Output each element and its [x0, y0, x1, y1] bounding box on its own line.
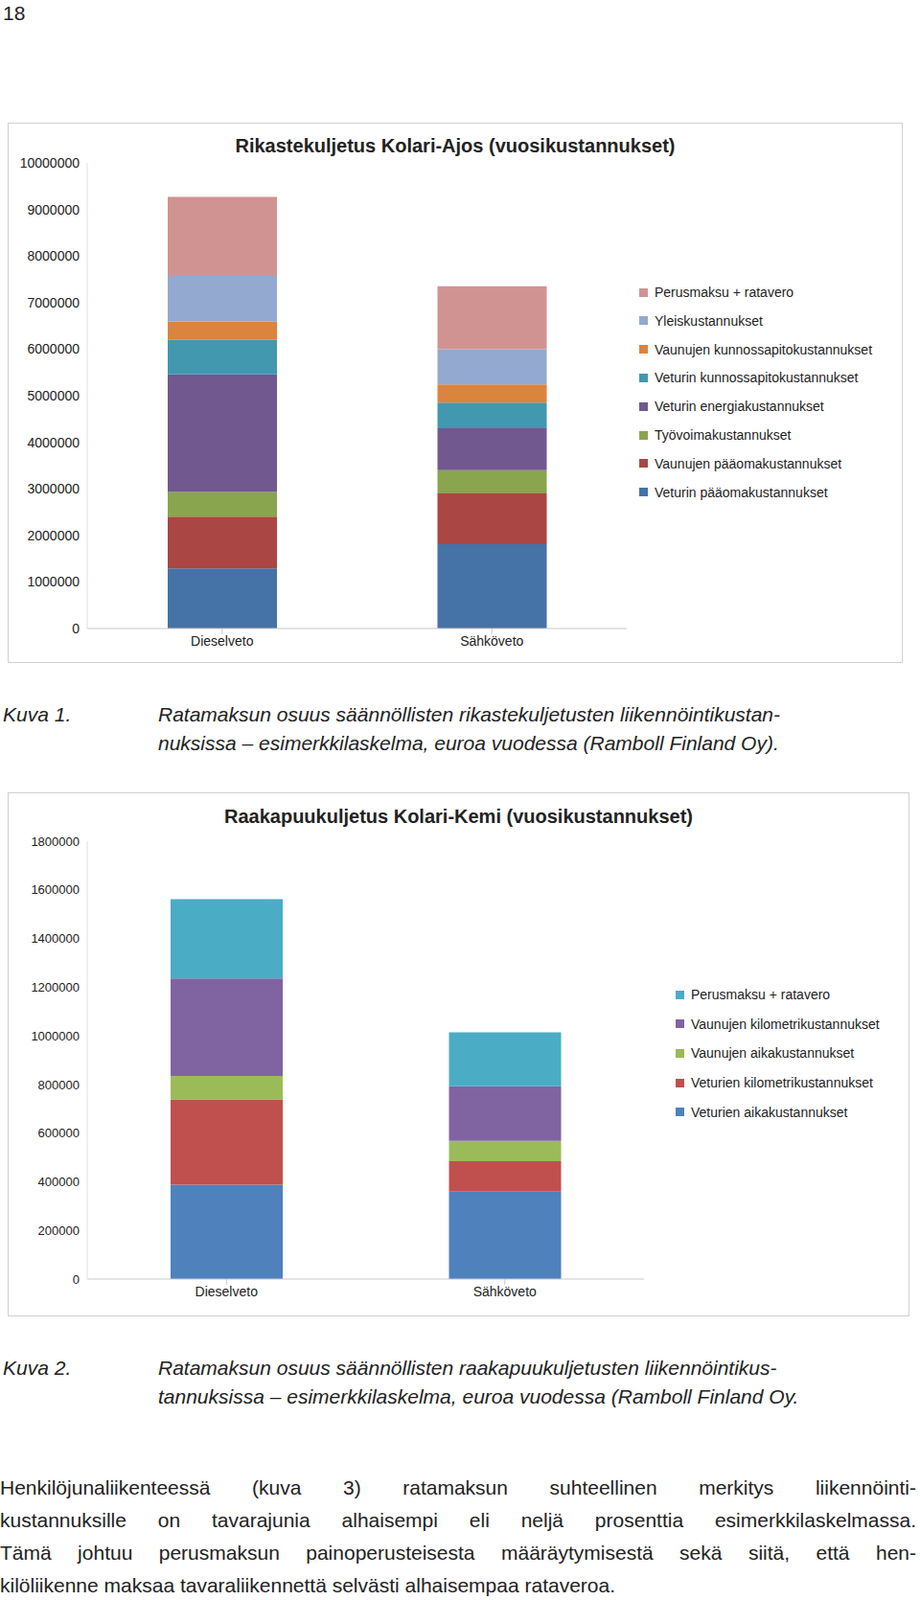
svg-text:1200000: 1200000: [30, 980, 80, 995]
html-text:Ratamaksun osuus säännöllisten: Ratamaksun osuus säännöllisten rikasteku…: [158, 703, 781, 726]
svg-text:5000000: 5000000: [26, 388, 80, 404]
html-text:Veturin kunnossapitokustannuks: Veturin kunnossapitokustannukset: [654, 370, 859, 386]
html-text:Ratamaksun osuus säännöllisten: Ratamaksun osuus säännöllisten raakapuuk…: [158, 1357, 777, 1380]
svg-text:8000000: 8000000: [26, 248, 80, 264]
svg-text:Sähköveto: Sähköveto: [460, 633, 524, 649]
svg-text:2000000: 2000000: [26, 528, 80, 544]
html-text:Veturien aikakustannukset: Veturien aikakustannukset: [690, 1104, 848, 1121]
html-text:Yleiskustannukset: Yleiskustannukset: [654, 313, 763, 329]
html-text:Perusmaksu + ratavero: Perusmaksu + ratavero: [654, 284, 794, 300]
html-text:Veturien kilometrikustannukset: Veturien kilometrikustannukset: [690, 1075, 873, 1091]
svg-text:200000: 200000: [38, 1223, 80, 1239]
svg-text:0: 0: [72, 1272, 80, 1288]
svg-text:7000000: 7000000: [26, 295, 80, 311]
svg-text:400000: 400000: [38, 1174, 80, 1190]
html-text:Henkilöjunaliikenteessä (kuva: Henkilöjunaliikenteessä (kuva 3) ratamak…: [0, 1476, 917, 1499]
svg-text:10000000: 10000000: [20, 155, 81, 171]
svg-text:1800000: 1800000: [30, 834, 80, 850]
html-text:tannuksissa – esimerkkilaskelm: tannuksissa – esimerkkilaskelma, euroa v…: [158, 1385, 799, 1408]
svg-text:9000000: 9000000: [26, 202, 80, 218]
html-text:Veturin pääomakustannukset: Veturin pääomakustannukset: [654, 484, 828, 500]
html-text:Tämä johtuu perusmaksun painop: Tämä johtuu perusmaksun painoperusteises…: [0, 1541, 917, 1564]
svg-text:Dieselveto: Dieselveto: [190, 633, 254, 649]
svg-text:6000000: 6000000: [26, 341, 80, 357]
html-text:Veturin energiakustannukset: Veturin energiakustannukset: [654, 398, 824, 415]
svg-text:1600000: 1600000: [30, 882, 80, 897]
html-text:Työvoimakustannukset: Työvoimakustannukset: [654, 427, 792, 443]
svg-text:4000000: 4000000: [26, 435, 80, 451]
svg-text:1400000: 1400000: [30, 931, 80, 946]
html-text:Kuva 2.: Kuva 2.: [2, 1357, 72, 1380]
html-text:Rikastekuljetus Kolari-Ajos (v: Rikastekuljetus Kolari-Ajos (vuosikustan…: [235, 135, 676, 157]
svg-text:Sähköveto: Sähköveto: [473, 1284, 537, 1300]
svg-text:3000000: 3000000: [26, 481, 80, 497]
svg-text:1000000: 1000000: [26, 574, 80, 590]
html-text:Perusmaksu + ratavero: Perusmaksu + ratavero: [690, 987, 831, 1003]
html-text:Vaunujen kilometrikustannukset: Vaunujen kilometrikustannukset: [690, 1016, 880, 1032]
svg-text:0: 0: [71, 621, 80, 637]
svg-text:800000: 800000: [38, 1078, 80, 1093]
html-text:Kuva 1.: Kuva 1.: [2, 703, 72, 726]
html-text:Vaunujen aikakustannukset: Vaunujen aikakustannukset: [690, 1045, 855, 1062]
html-text:18: 18: [2, 1, 26, 24]
html-text:Raakapuukuljetus Kolari-Kemi (: Raakapuukuljetus Kolari-Kemi (vuosikusta…: [224, 805, 693, 828]
html-text:nuksissa – esimerkkilaskelma,: nuksissa – esimerkkilaskelma, euroa vuod…: [158, 732, 779, 755]
html-text:kustannuksille on tavarajunia: kustannuksille on tavarajunia alhaisempi…: [0, 1509, 917, 1532]
html-text:kilöliikenne maksaa tavaraliik: kilöliikenne maksaa tavaraliikennettä se…: [0, 1574, 616, 1597]
html-text:Vaunujen kunnossapitokustannuk: Vaunujen kunnossapitokustannukset: [654, 341, 873, 358]
svg-text:600000: 600000: [38, 1126, 80, 1141]
svg-text:Dieselveto: Dieselveto: [195, 1284, 259, 1300]
svg-text:1000000: 1000000: [30, 1029, 80, 1044]
html-text:Vaunujen pääomakustannukset: Vaunujen pääomakustannukset: [654, 455, 842, 472]
